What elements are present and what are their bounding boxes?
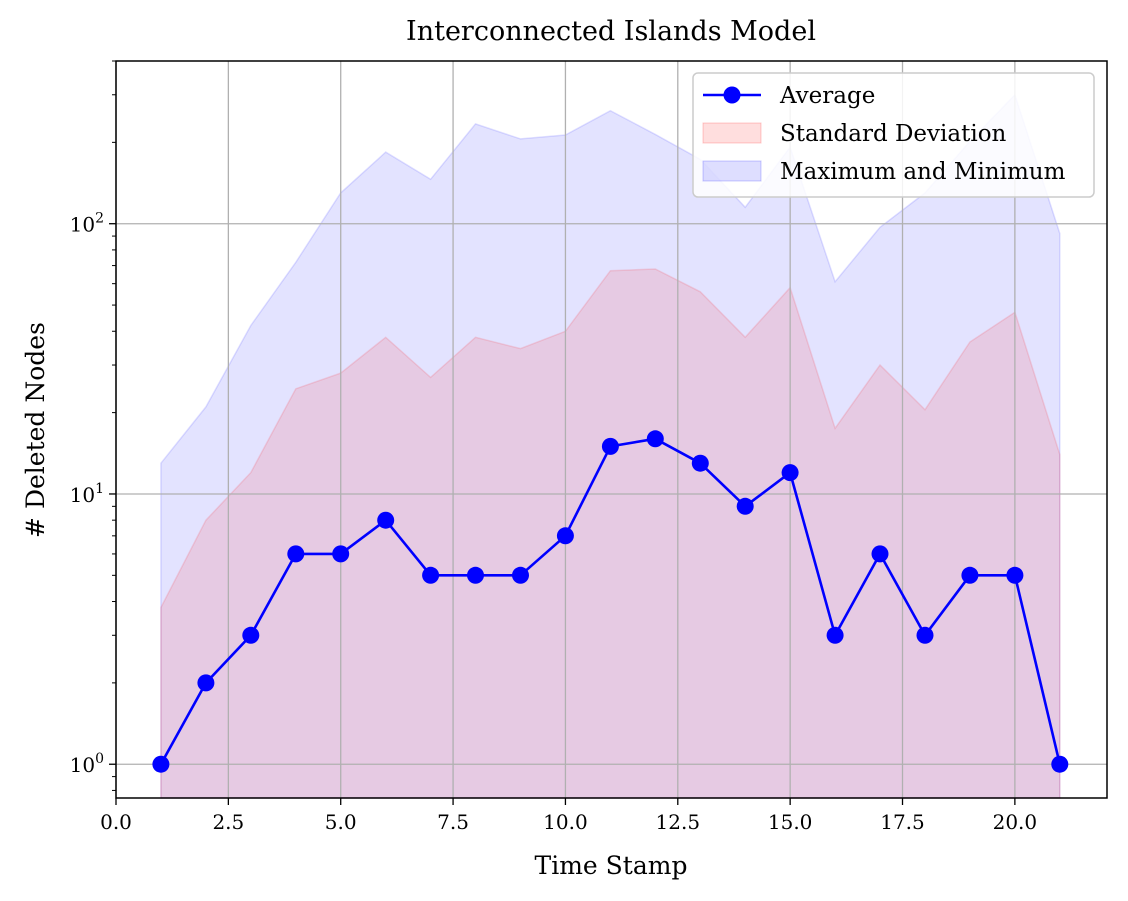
- legend: Average Standard Deviation Maximum and Min…: [692, 72, 1095, 198]
- data-point: [691, 454, 709, 472]
- data-point: [1006, 566, 1024, 584]
- data-point: [197, 674, 215, 692]
- x-tick-label: 12.5: [656, 810, 701, 834]
- y-tick-label: 101: [70, 481, 104, 507]
- x-tick-label: 15.0: [768, 810, 813, 834]
- y-axis-label: # Deleted Nodes: [21, 322, 50, 538]
- legend-box: [692, 72, 1095, 198]
- data-point: [377, 511, 395, 529]
- x-axis-ticks: 0.0 2.5 5.0 7.5 10.0 12.5 15.0 17.5 20.0: [100, 798, 1037, 834]
- data-point: [242, 626, 260, 644]
- data-point: [781, 464, 799, 482]
- y-tick-label: 102: [70, 211, 104, 237]
- data-point: [287, 545, 305, 563]
- legend-label: Standard Deviation: [780, 121, 1007, 147]
- series-layer: [152, 430, 1069, 773]
- x-tick-label: 5.0: [325, 810, 357, 834]
- legend-swatch-maximum-and-minimum: [702, 160, 762, 182]
- legend-swatch-standard-deviation: [702, 122, 762, 144]
- y-tick-label: 100: [70, 751, 104, 777]
- data-point: [646, 430, 664, 448]
- x-tick-label: 0.0: [100, 810, 132, 834]
- data-point: [332, 545, 350, 563]
- y-axis-ticks: 100 101 102: [70, 60, 116, 791]
- legend-marker-average: [723, 86, 741, 104]
- data-point: [467, 566, 484, 584]
- x-tick-label: 17.5: [880, 810, 925, 834]
- legend-label: Average: [779, 83, 875, 109]
- x-tick-label: 10.0: [543, 810, 588, 834]
- data-point: [871, 545, 889, 563]
- data-point: [152, 755, 170, 773]
- x-tick-label: 20.0: [993, 810, 1038, 834]
- data-point: [556, 527, 574, 545]
- x-tick-label: 2.5: [212, 810, 244, 834]
- data-point: [512, 566, 529, 584]
- data-point: [826, 626, 844, 644]
- data-point: [422, 566, 440, 584]
- data-point: [601, 437, 619, 455]
- legend-label: Maximum and Minimum: [780, 159, 1066, 185]
- data-point: [961, 566, 979, 584]
- data-point: [1051, 755, 1069, 773]
- plot-area-frame: [115, 60, 1108, 799]
- chart-title: Interconnected Islands Model: [406, 16, 816, 47]
- data-point: [916, 626, 934, 644]
- x-tick-label: 7.5: [437, 810, 469, 834]
- data-point: [736, 497, 754, 515]
- x-axis-label: Time Stamp: [535, 851, 688, 880]
